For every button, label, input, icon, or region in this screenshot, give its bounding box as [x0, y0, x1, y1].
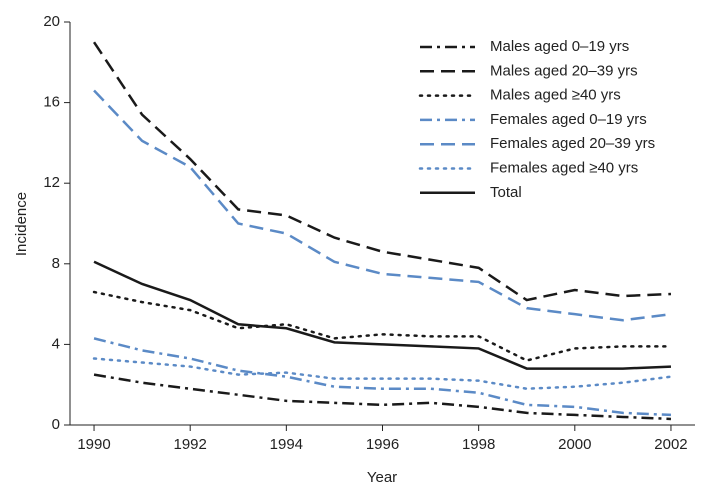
series-line — [93, 373, 672, 421]
legend-label: Males aged 20–39 yrs — [490, 62, 638, 79]
legend-label: Females aged 0–19 yrs — [490, 111, 647, 128]
y-tick-label: 0 — [52, 416, 60, 433]
series-line — [93, 260, 672, 370]
y-tick-label: 12 — [43, 174, 60, 191]
x-tick-label: 1992 — [174, 436, 207, 453]
y-tick-label: 16 — [43, 94, 60, 111]
x-tick-label: 2000 — [558, 436, 591, 453]
legend-label: Females aged 20–39 yrs — [490, 135, 655, 152]
series-line — [92, 357, 673, 390]
x-tick-label: 1998 — [462, 436, 495, 453]
x-axis-label: Year — [367, 469, 397, 486]
x-tick-label: 1990 — [77, 436, 110, 453]
y-tick-label: 20 — [43, 13, 60, 30]
series-line — [92, 290, 673, 362]
legend-label: Males aged ≥40 yrs — [490, 87, 621, 104]
series-line — [93, 89, 672, 322]
y-axis-label: Incidence — [13, 192, 30, 256]
series-line — [93, 337, 672, 417]
x-tick-label: 1994 — [270, 436, 303, 453]
x-tick-label: 2002 — [654, 436, 687, 453]
x-tick-label: 1996 — [366, 436, 399, 453]
legend-label: Total — [490, 184, 522, 201]
legend-label: Females aged ≥40 yrs — [490, 159, 638, 176]
series-line — [92, 41, 672, 302]
y-tick-label: 8 — [52, 255, 60, 272]
legend-label: Males aged 0–19 yrs — [490, 38, 629, 55]
y-tick-label: 4 — [52, 335, 60, 352]
